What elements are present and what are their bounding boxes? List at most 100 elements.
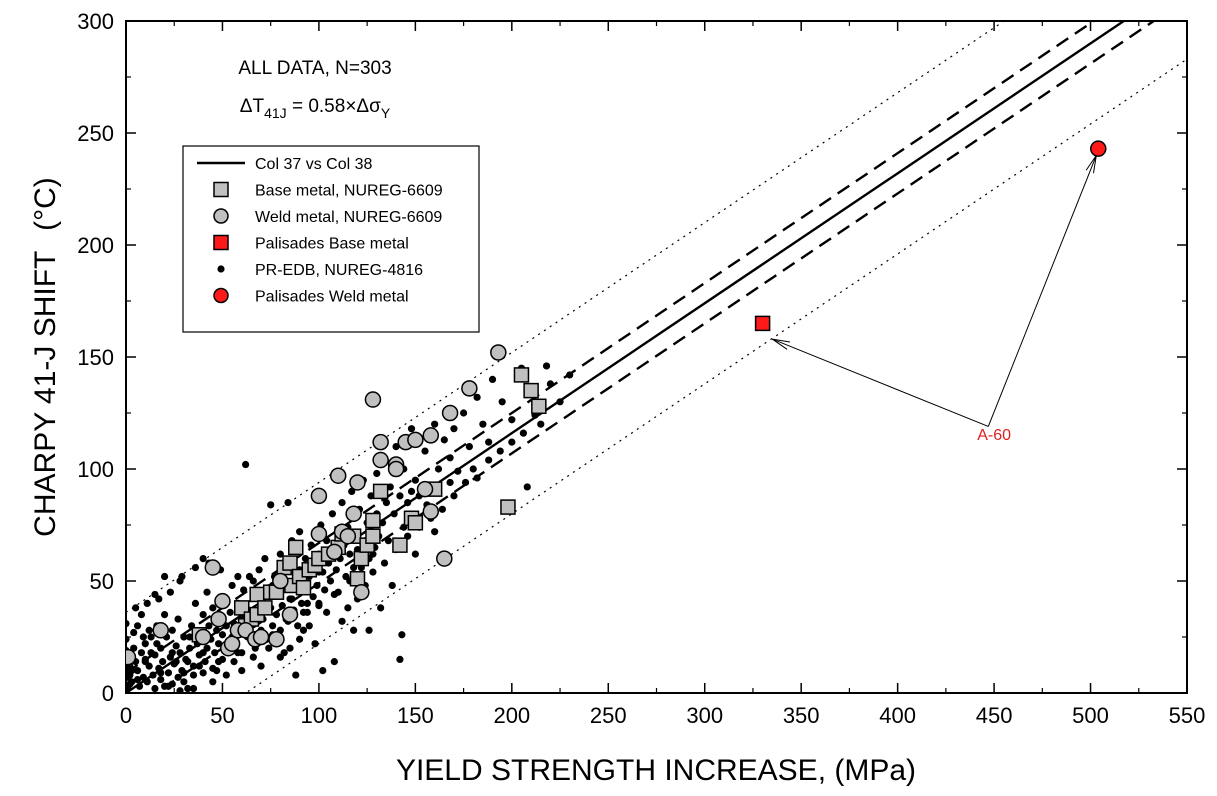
data-point [330, 590, 338, 599]
data-point [199, 649, 207, 657]
data-point [213, 667, 221, 675]
data-point [149, 671, 157, 679]
x-tick-label: 450 [976, 703, 1013, 728]
data-point [398, 631, 406, 639]
data-point [152, 622, 169, 639]
data-point [141, 640, 149, 648]
data-point [465, 443, 473, 451]
data-point [176, 649, 184, 657]
data-point [485, 456, 493, 464]
data-point [388, 581, 396, 590]
data-point [297, 599, 306, 608]
data-point [191, 563, 200, 572]
x-tick-label: 400 [879, 703, 916, 728]
data-point [523, 483, 531, 491]
data-point [143, 678, 151, 686]
data-point [365, 626, 373, 634]
x-tick-label: 500 [1072, 703, 1109, 728]
dashed-confidence-line [126, 21, 1097, 674]
data-point [450, 492, 458, 500]
data-point [199, 669, 207, 677]
data-point [222, 671, 230, 679]
x-tick-label: 200 [493, 703, 530, 728]
data-point [328, 510, 337, 518]
data-point [139, 633, 147, 641]
data-point [498, 398, 506, 406]
data-point [303, 599, 311, 608]
data-point [407, 425, 416, 433]
data-point [436, 550, 453, 567]
data-point [223, 635, 241, 652]
legend-item: PR-EDB, NUREG-4816 [217, 262, 423, 279]
data-point [344, 604, 352, 612]
legend-item: Palisades Base metal [213, 234, 409, 253]
data-point [204, 559, 222, 576]
data-point [240, 586, 248, 594]
data-point [392, 443, 400, 451]
data-point [296, 635, 304, 643]
legend-swatch [213, 181, 229, 198]
data-point [369, 568, 377, 576]
data-point [422, 427, 440, 444]
data-point [446, 478, 454, 487]
data-point [441, 404, 459, 422]
data-point [174, 615, 182, 623]
legend-swatch [213, 234, 229, 251]
data-point [132, 604, 140, 612]
data-point [407, 515, 424, 531]
data-point [431, 528, 439, 536]
legend-box [182, 145, 480, 333]
data-point [195, 662, 203, 670]
data-point [1090, 140, 1107, 157]
y-tick-label: 250 [77, 121, 114, 146]
data-point [421, 447, 429, 455]
data-point [513, 367, 530, 383]
data-point [392, 537, 408, 553]
data-point [382, 499, 391, 507]
data-point [265, 644, 273, 652]
data-point [387, 460, 405, 478]
data-point [523, 382, 539, 399]
data-point [284, 499, 292, 507]
data-point [151, 684, 159, 693]
data-point [249, 586, 265, 603]
data-point [210, 610, 227, 628]
data-point [364, 391, 382, 408]
data-point [754, 315, 771, 332]
legend-item: Palisades Weld metal [213, 287, 409, 306]
data-point [286, 644, 294, 652]
data-point [180, 669, 188, 677]
data-point [508, 438, 516, 446]
data-point [126, 680, 134, 688]
y-tick-label: 100 [77, 457, 114, 482]
data-point [249, 577, 257, 585]
data-point [133, 622, 142, 630]
x-tick-label: 250 [590, 703, 627, 728]
data-point [367, 492, 375, 500]
legend-label: Weld metal, NUREG-6609 [255, 209, 442, 226]
data-point [160, 572, 169, 581]
callout-arrow-head [771, 338, 791, 350]
data-point [147, 633, 155, 641]
data-point [372, 483, 389, 500]
annotation-formula: ΔT41J = 0.58×ΔσY [240, 96, 391, 121]
data-points [126, 140, 1107, 693]
formula-lhs-sub: 41J [264, 105, 287, 121]
data-point [546, 380, 555, 388]
data-point [128, 667, 136, 675]
data-point [396, 655, 404, 664]
data-point [339, 527, 357, 545]
data-point [184, 684, 192, 693]
data-point [488, 375, 497, 383]
legend-swatch [213, 287, 229, 304]
data-point [172, 642, 180, 650]
data-point [454, 467, 462, 475]
data-point [307, 541, 315, 549]
legend-label: Palisades Base metal [255, 236, 409, 253]
data-point [268, 630, 285, 648]
data-point [301, 555, 310, 563]
data-point [461, 380, 478, 397]
data-point [396, 492, 404, 500]
legend-item: Weld metal, NUREG-6609 [213, 208, 442, 226]
